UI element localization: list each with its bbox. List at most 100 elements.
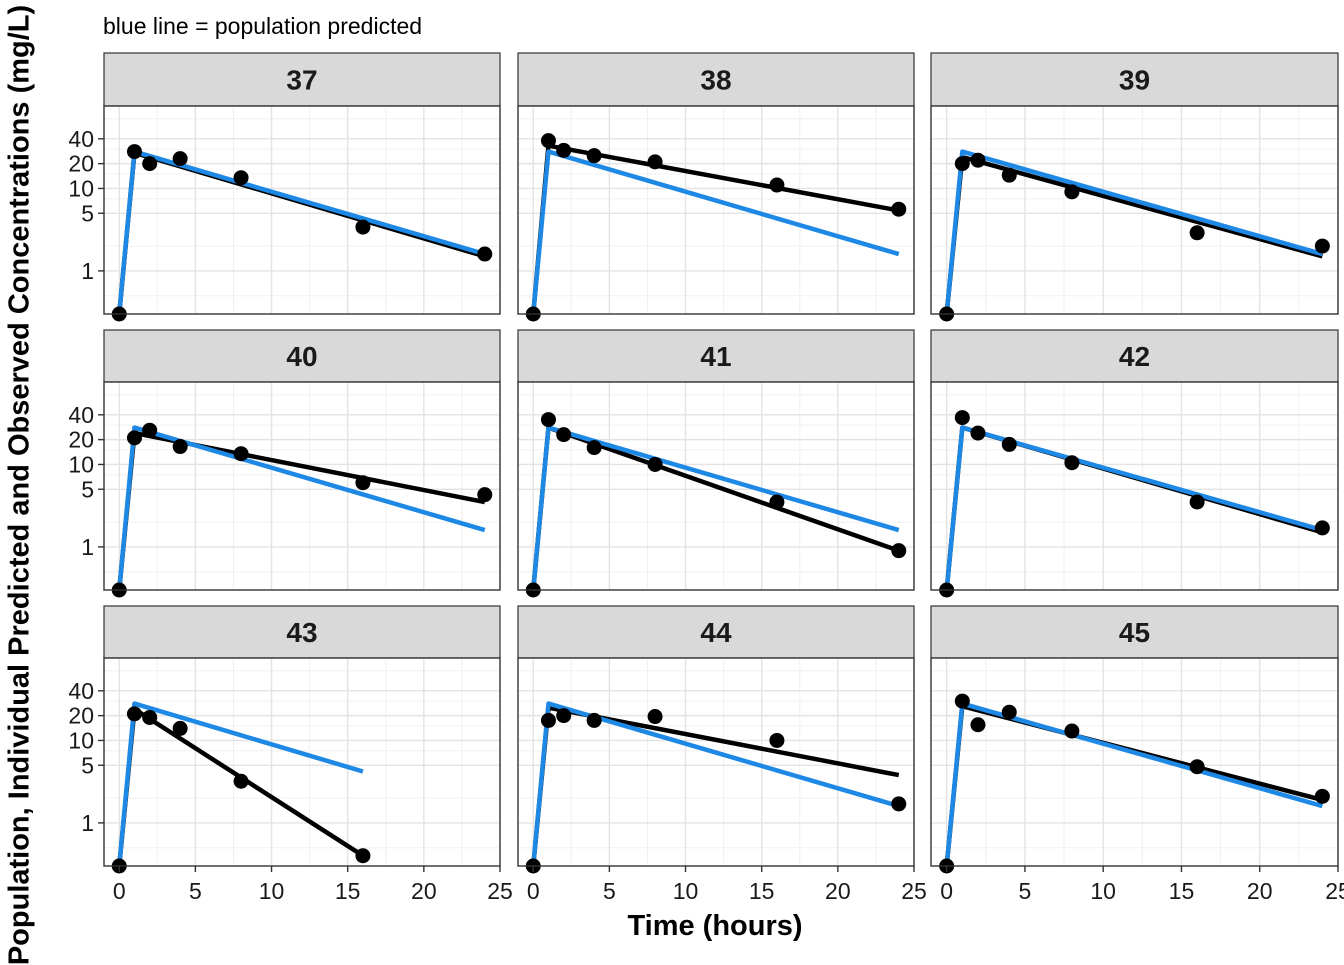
x-tick-label: 5 <box>189 878 202 904</box>
facet-panel-42: 42 <box>930 329 1339 598</box>
observed-point <box>769 732 785 748</box>
facet-strip-label: 40 <box>286 341 317 372</box>
observed-point <box>142 422 158 438</box>
panel-background <box>931 382 1338 590</box>
population-predicted-line <box>530 149 900 314</box>
y-tick-label: 20 <box>68 427 94 453</box>
facet-strip-label: 43 <box>286 617 317 648</box>
y-tick-label: 5 <box>81 200 94 226</box>
observed-point <box>126 144 142 160</box>
population-predicted-line <box>530 425 900 590</box>
panel-border <box>517 657 915 867</box>
panel-background <box>518 658 914 866</box>
panel-background <box>931 658 1338 866</box>
y-tick-label: 1 <box>81 810 94 836</box>
observed-point <box>556 427 572 443</box>
facet-strip <box>103 605 501 659</box>
observed-point <box>142 709 158 725</box>
observed-point <box>1314 238 1330 254</box>
observed-point <box>769 494 785 510</box>
observed-point <box>1189 494 1205 510</box>
observed-point <box>540 133 556 149</box>
observed-point <box>1064 184 1080 200</box>
observed-point <box>142 156 158 172</box>
x-tick-label: 15 <box>1169 878 1195 904</box>
population-predicted-line <box>530 701 900 866</box>
x-tick-label: 5 <box>1019 878 1032 904</box>
y-tick-label: 10 <box>68 451 94 477</box>
observed-point <box>586 148 602 164</box>
observed-point <box>1001 167 1017 183</box>
facet-strip <box>930 52 1339 107</box>
observed-point <box>1064 723 1080 739</box>
x-tick-label: 20 <box>1247 878 1273 904</box>
observed-point <box>477 246 493 262</box>
x-axis-label: Time (hours) <box>627 910 803 942</box>
panel-border <box>103 105 501 315</box>
population-predicted-line <box>116 425 486 590</box>
x-tick-label: 15 <box>749 878 775 904</box>
x-tick-label: 25 <box>901 878 927 904</box>
observed-point <box>233 446 249 462</box>
facet-panel-45: 45 0 5 10 15 20 25 <box>930 605 1344 904</box>
observed-point <box>891 201 907 217</box>
facet-panel-44: 44 0 5 10 15 20 25 <box>517 605 927 904</box>
facet-strip-label: 37 <box>286 65 317 96</box>
observed-point <box>172 151 188 167</box>
grid-lines <box>104 106 500 314</box>
observed-point <box>647 456 663 472</box>
observed-point <box>126 430 142 446</box>
observed-point <box>355 848 371 864</box>
chart-subtitle: blue line = population predicted <box>103 13 423 39</box>
observed-point <box>954 693 970 709</box>
facet-strip-label: 45 <box>1119 617 1150 648</box>
x-tick-label: 25 <box>1325 878 1344 904</box>
observed-point <box>1314 520 1330 536</box>
panel-border <box>930 381 1339 591</box>
observed-point <box>1189 225 1205 241</box>
population-predicted-line <box>944 149 1323 314</box>
panel-background <box>931 106 1338 314</box>
x-tick-label: 10 <box>1090 878 1116 904</box>
y-tick-label: 1 <box>81 258 94 284</box>
y-tick-label: 40 <box>68 402 94 428</box>
y-axis-label: Population, Individual Predicted and Obs… <box>3 4 36 965</box>
panel-border <box>103 381 501 591</box>
observed-point <box>769 177 785 193</box>
y-tick-label: 10 <box>68 727 94 753</box>
observed-point <box>172 720 188 736</box>
observed-point <box>355 219 371 235</box>
y-tick-label: 40 <box>68 126 94 152</box>
observed-point <box>586 712 602 728</box>
panel-border <box>930 105 1339 315</box>
observed-point <box>954 410 970 426</box>
observed-point <box>1189 759 1205 775</box>
facet-strip-label: 44 <box>700 617 732 648</box>
observed-point <box>891 543 907 559</box>
panel-border <box>930 657 1339 867</box>
observed-point <box>172 439 188 455</box>
panel-border <box>517 105 915 315</box>
x-tick-label: 10 <box>673 878 699 904</box>
observed-point <box>1001 704 1017 720</box>
facet-strip-label: 39 <box>1119 65 1150 96</box>
facet-strip-label: 42 <box>1119 341 1150 372</box>
x-tick-label: 0 <box>113 878 126 904</box>
y-tick-label: 10 <box>68 175 94 201</box>
y-tick-label: 20 <box>68 703 94 729</box>
facet-strip <box>517 605 915 659</box>
observed-point <box>647 154 663 170</box>
series-lines <box>530 425 900 590</box>
facet-strip <box>930 329 1339 383</box>
observed-point <box>477 487 493 503</box>
observed-point <box>1064 455 1080 471</box>
facet-strip <box>103 52 501 107</box>
x-tick-label: 0 <box>527 878 540 904</box>
facet-strip-label: 38 <box>700 65 731 96</box>
y-tick-label: 5 <box>81 476 94 502</box>
observed-point <box>1314 788 1330 804</box>
population-predicted-line <box>944 425 1323 590</box>
facet-strip-label: 41 <box>700 341 731 372</box>
